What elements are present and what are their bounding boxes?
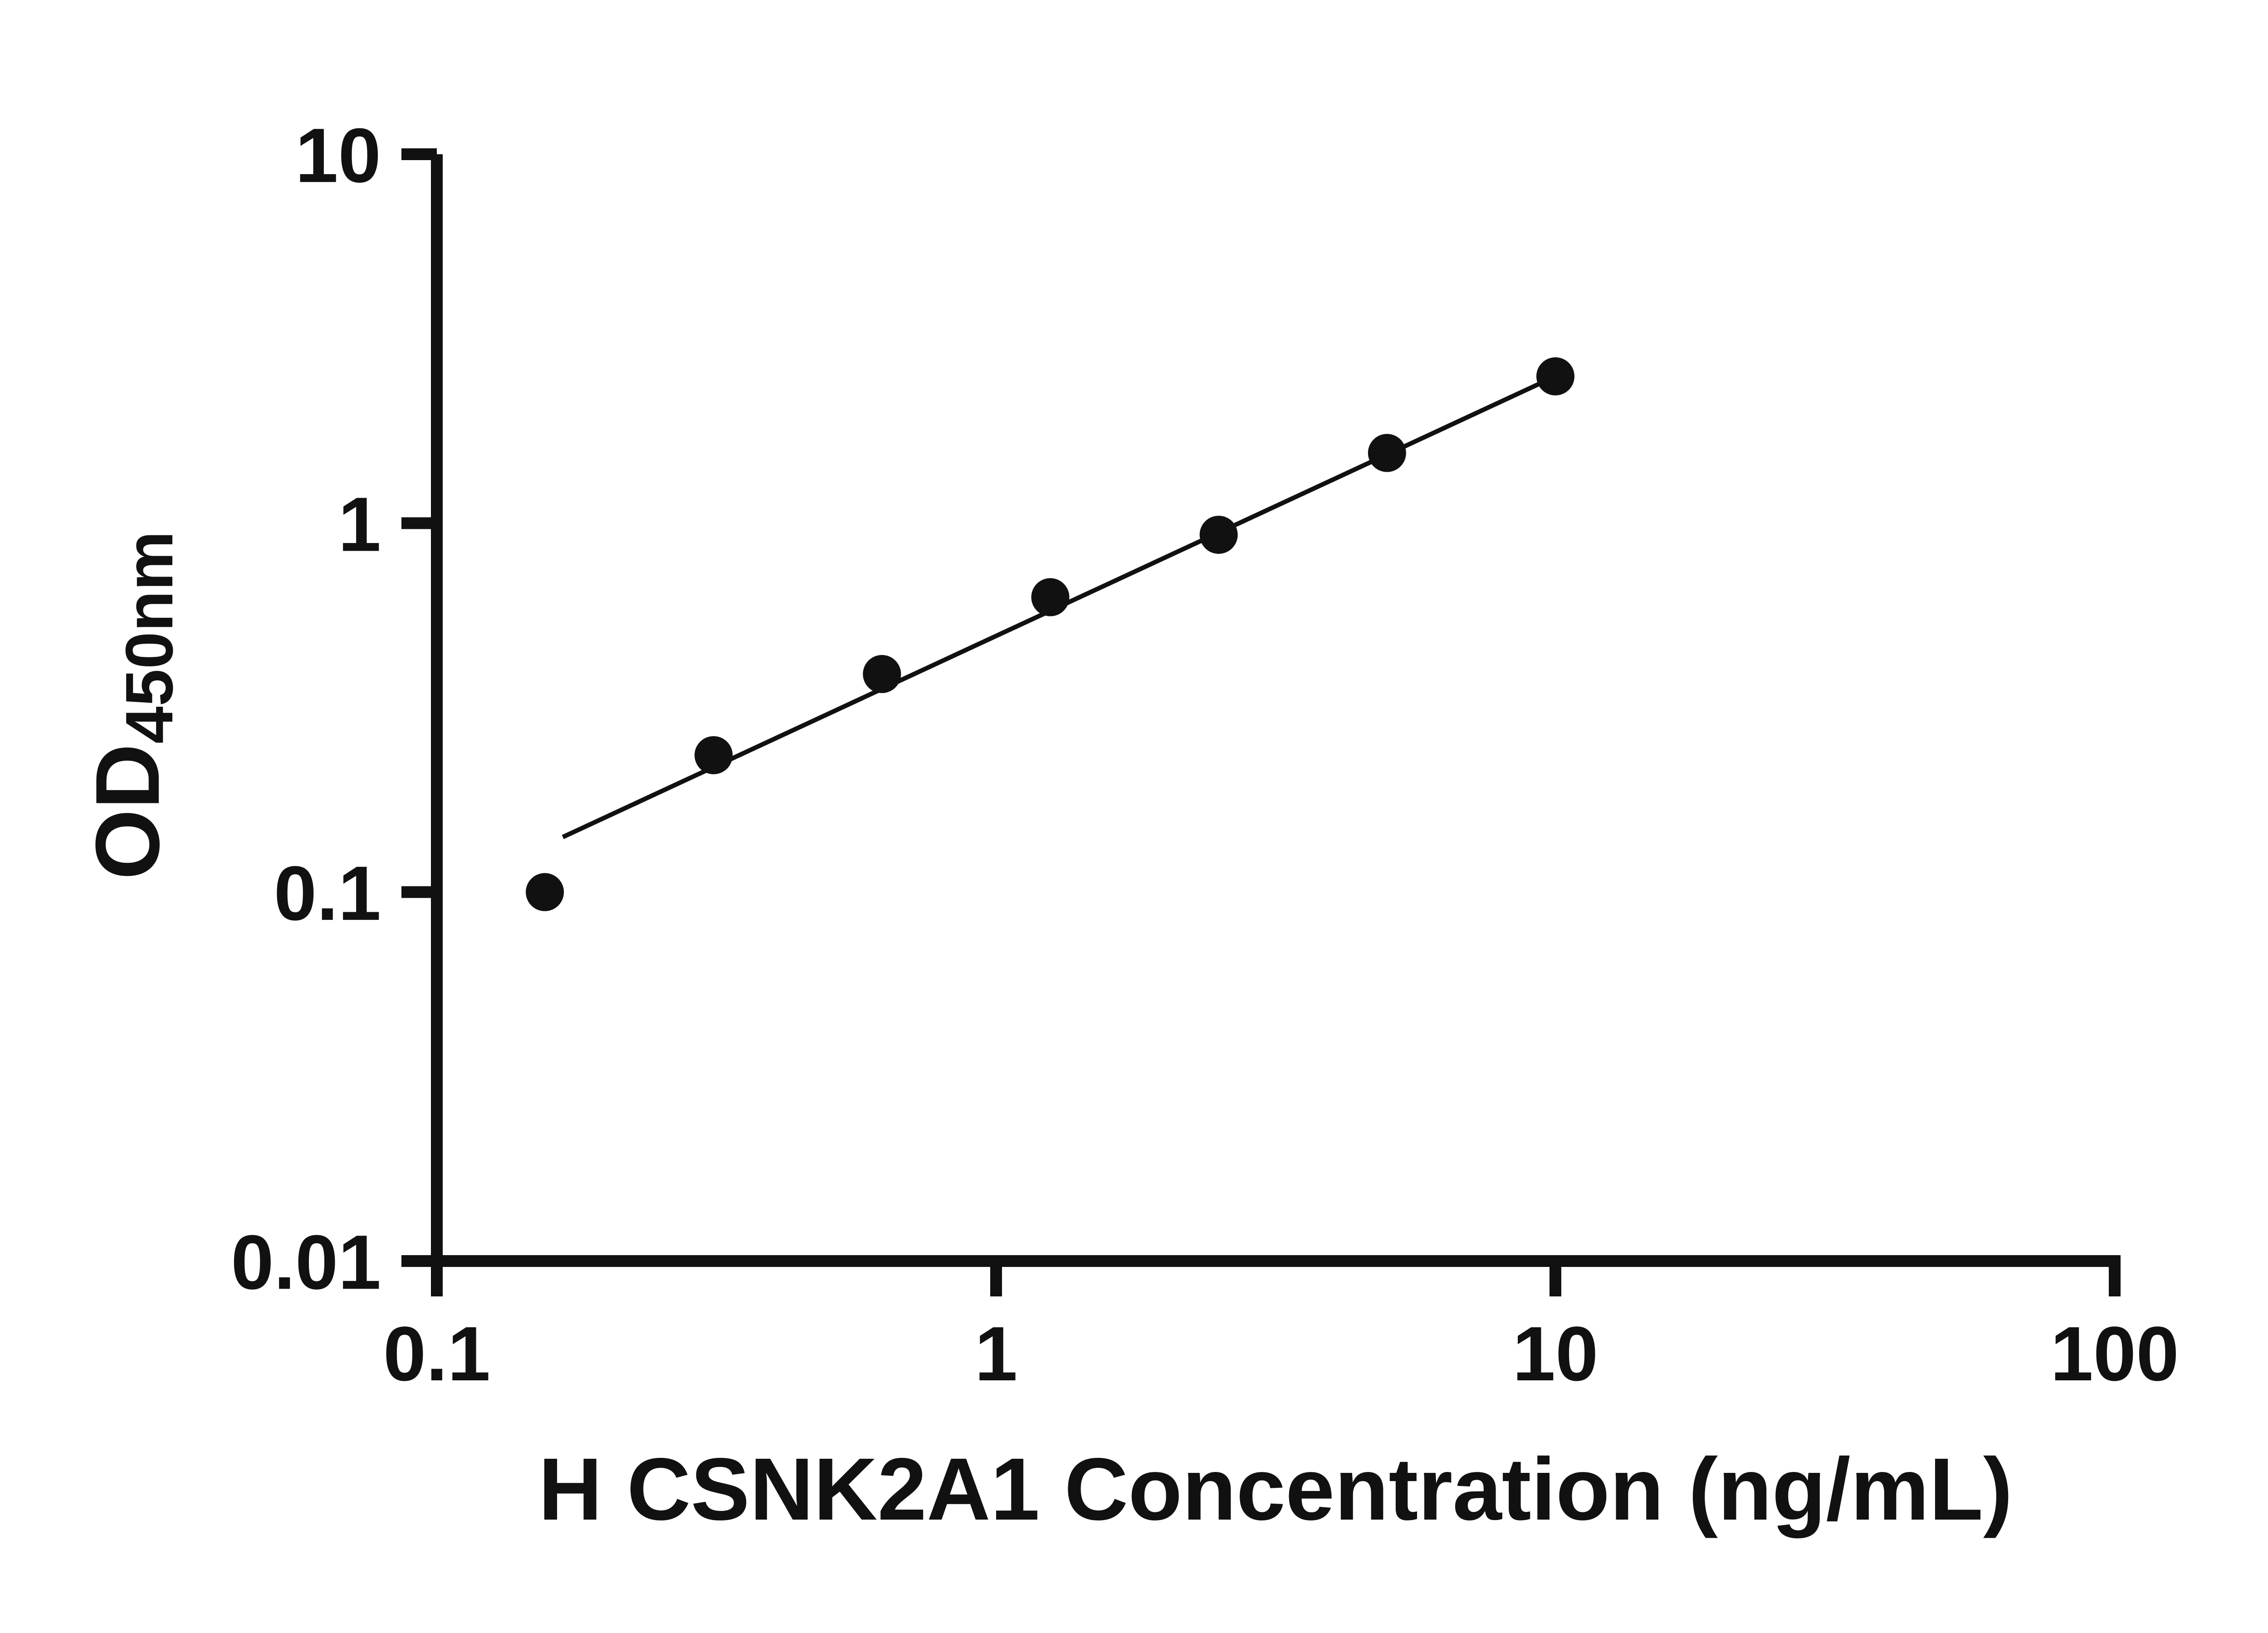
y-tick-label: 10: [295, 112, 381, 199]
data-series: [526, 357, 1574, 911]
data-point: [1199, 515, 1238, 554]
data-point: [1536, 357, 1574, 396]
x-tick-label: 100: [2050, 1311, 2179, 1397]
y-tick-label: 0.01: [231, 1219, 381, 1305]
y-axis-title-subscript: 450nm: [112, 531, 187, 744]
x-tick-label: 1: [975, 1311, 1018, 1397]
y-axis-title: OD450nm: [77, 531, 187, 880]
axes: [431, 154, 2121, 1267]
data-point: [1031, 578, 1070, 616]
x-tick-label: 0.1: [383, 1311, 490, 1397]
x-tick-label: 10: [1512, 1311, 1598, 1397]
y-tick-label: 0.1: [274, 851, 381, 937]
y-axis-title-main: OD: [77, 743, 178, 880]
data-point: [526, 873, 564, 911]
y-tick-label: 1: [338, 482, 381, 568]
axis-ticks: [401, 148, 2121, 1296]
x-axis-title: H CSNK2A1 Concentration (ng/mL): [538, 1440, 2013, 1539]
data-point: [863, 655, 901, 693]
data-point: [1368, 434, 1406, 472]
data-point: [694, 736, 733, 774]
